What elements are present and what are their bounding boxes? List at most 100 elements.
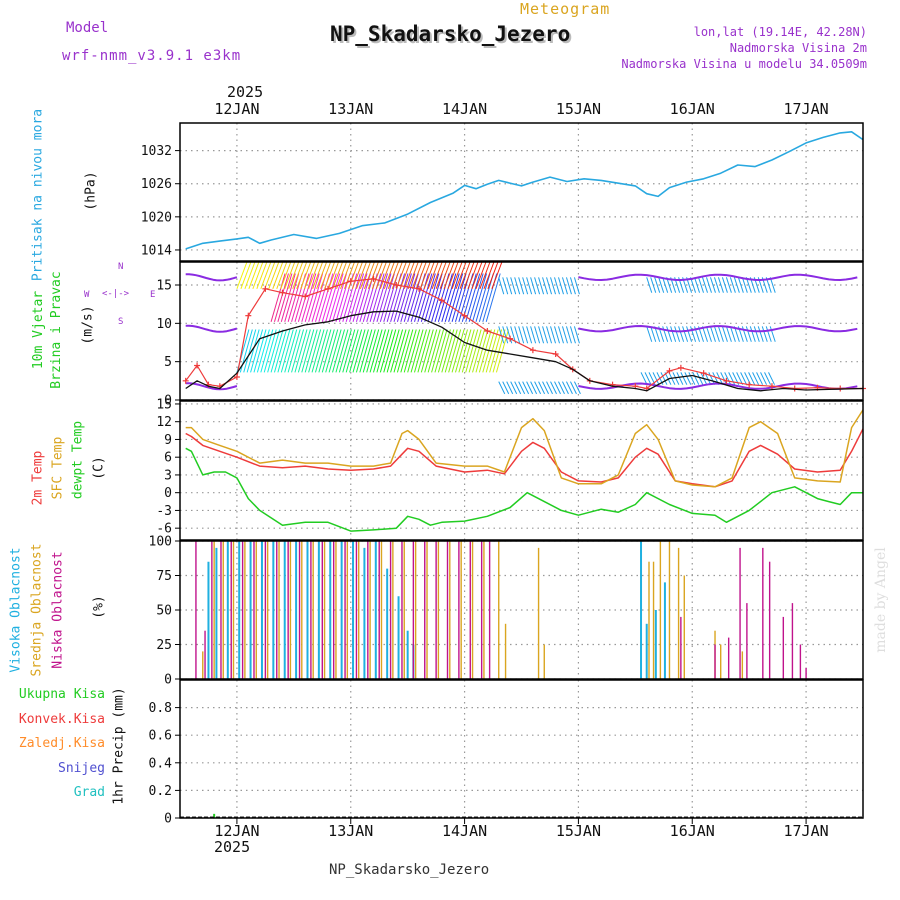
wind-barb (702, 326, 708, 342)
y-tick-label: 1032 (141, 144, 172, 159)
wind-barb (729, 277, 736, 293)
wind-barb (765, 326, 772, 342)
wind-barb (652, 372, 660, 385)
wind-barb (573, 381, 581, 395)
wind-direction-trace (578, 325, 858, 333)
wind-barb (437, 273, 453, 322)
wind-barb (654, 277, 661, 293)
wind-barb (420, 273, 436, 322)
wind-barb (725, 326, 732, 342)
wind-barb (736, 372, 744, 385)
wind-barb (264, 261, 276, 290)
wind-barb (437, 329, 451, 373)
wind-barb (379, 273, 395, 322)
wind-barb (263, 329, 277, 373)
y-tick-label: 0.6 (149, 729, 172, 744)
y-tick-label: 0 (164, 673, 172, 688)
wind-barb (376, 329, 390, 373)
y-tick-label: 1026 (141, 177, 172, 192)
wind-barb (725, 277, 732, 293)
wind-barb (345, 273, 361, 322)
compass-north: N (118, 262, 124, 272)
wind-barb (274, 329, 287, 373)
wind-barb (696, 372, 704, 385)
wind-barb (348, 261, 359, 290)
y-tick-label: 9 (164, 433, 172, 448)
model-label: Model (66, 20, 109, 36)
wind-barb (379, 261, 391, 290)
wind-barb (277, 329, 291, 373)
y-tick-label: 0 (164, 394, 172, 409)
wind-barb (435, 261, 447, 290)
wind-barb (467, 261, 479, 290)
y-tick-label: 0.2 (149, 784, 172, 799)
wind-barb (692, 372, 700, 385)
wind-barb (522, 326, 529, 344)
wind-barb (558, 277, 564, 295)
wind-barb (465, 273, 481, 322)
wind-barb (240, 261, 252, 290)
wind-barb (769, 326, 776, 342)
wind-barb (366, 273, 382, 322)
day-label-bottom: 17JAN (784, 822, 829, 840)
compass-south: S (118, 317, 124, 327)
wind-barb (566, 381, 573, 395)
wind-barb (304, 329, 318, 373)
wind-barb (498, 326, 505, 344)
wind-barb (475, 261, 487, 290)
wind-barb (423, 261, 435, 290)
compass-arrows-icon: <-|-> (102, 289, 130, 299)
y-tick-label: 25 (156, 638, 172, 653)
y-tick-label: -3 (156, 504, 172, 519)
wind-barb (390, 329, 404, 373)
precip-legend: Ukupna Kisa Konvek.Kisa Zaledj.Kisa Snij… (0, 683, 105, 806)
wind-barb (325, 273, 341, 322)
wind-barb (351, 261, 363, 290)
wind-barb (297, 329, 311, 373)
day-label-top: 14JAN (442, 100, 487, 118)
station-lonlat: lon,lat (19.14E, 42.28N) (693, 25, 867, 39)
wind-barb (359, 329, 373, 373)
wind-direction-trace (185, 382, 238, 391)
wind-barb (352, 273, 368, 322)
y-tick-label: 6 (164, 451, 172, 466)
wind-barb (569, 381, 577, 395)
wind-barb (332, 329, 346, 373)
y-tick-label: 5 (164, 355, 172, 370)
wind-barb (328, 329, 342, 373)
wind-barb (335, 329, 349, 373)
wind-barb (301, 329, 315, 373)
wind-barb (550, 381, 557, 395)
wind-barb (447, 261, 459, 290)
year-bottom: 2025 (214, 838, 251, 856)
wind-barb (684, 372, 692, 385)
wind-barb (518, 381, 526, 395)
wind-barb (362, 329, 376, 373)
wind-barb (698, 277, 704, 293)
wind-barb (749, 326, 756, 342)
wind-barb (444, 273, 460, 322)
wind-barb (468, 329, 482, 373)
wind-barb (246, 329, 260, 373)
wind-barb (400, 329, 414, 373)
wind-barb (375, 261, 387, 290)
wind-barb (741, 277, 748, 293)
wind-barb (270, 273, 286, 322)
y-tick-label: 10 (156, 317, 172, 332)
wind-barb (441, 273, 457, 322)
wind-barb (713, 277, 720, 293)
wind-barb (287, 329, 301, 373)
model-altitude: Nadmorska Visina u modelu 34.0509m (621, 57, 867, 71)
wind-barb (369, 329, 383, 373)
y-tick-label: 0.4 (149, 756, 173, 771)
wind-barb (459, 261, 471, 290)
y-tick-label: 12 (156, 415, 172, 430)
wind-barb (506, 381, 514, 395)
wind-barb (304, 261, 316, 290)
legend-total-rain: Ukupna Kisa (18, 687, 105, 702)
day-label-top: 12JAN (214, 100, 259, 118)
wind-barb (355, 261, 367, 290)
wind-barb (312, 261, 324, 290)
y-tick-label: 3 (164, 468, 172, 483)
